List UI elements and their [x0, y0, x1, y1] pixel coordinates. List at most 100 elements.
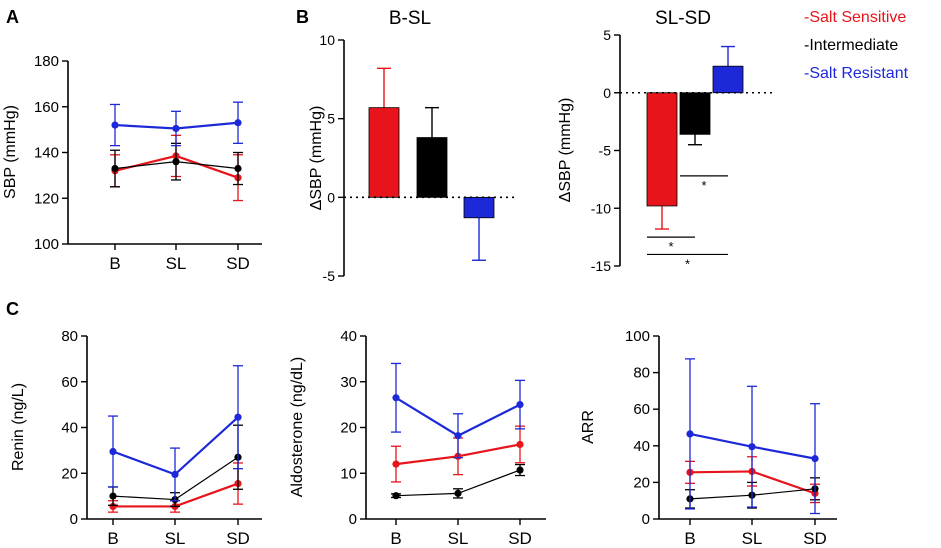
y-tick-label: 0	[603, 85, 611, 101]
data-point	[454, 489, 462, 497]
bar-salt-resistant	[712, 65, 744, 94]
x-tick-label: SL	[742, 529, 763, 548]
y-tick-label: 10	[340, 465, 357, 482]
bar-salt-resistant	[463, 196, 495, 219]
panel-label-b: B	[296, 7, 309, 27]
x-tick-label: SL	[166, 254, 187, 273]
x-tick-label: B	[109, 254, 120, 273]
data-point	[811, 455, 819, 463]
x-tick-label: SD	[226, 529, 250, 548]
y-tick-label: 10	[319, 32, 335, 48]
legend-salt-resistant: -Salt Resistant	[804, 65, 909, 82]
chart-delta-sbp-sl-sd: SL-SD -15 -10 -5 0 5 ΔSBP (mmHg) * * *	[557, 8, 775, 274]
legend-intermediate: -Intermediate	[804, 37, 898, 54]
data-point	[516, 466, 524, 474]
y-tick-label: 80	[61, 328, 78, 345]
data-point	[392, 460, 400, 468]
x-tick-label: SD	[803, 529, 827, 548]
y-tick-label: 100	[34, 236, 59, 253]
bar-intermediate	[416, 137, 448, 198]
data-point	[111, 121, 119, 129]
y-tick-label: 20	[340, 420, 357, 437]
x-tick-label: SD	[508, 529, 532, 548]
bar-intermediate	[679, 92, 711, 135]
y-tick-label: 20	[61, 465, 78, 482]
significance-marker: *	[668, 239, 673, 254]
y-tick-label: -5	[599, 143, 612, 159]
series-intermediate	[391, 463, 525, 500]
data-point	[516, 440, 524, 449]
y-axis-label: ARR	[580, 410, 597, 444]
y-tick-label: 80	[633, 365, 650, 382]
y-tick-label: 30	[340, 374, 357, 391]
chart-title: SL-SD	[655, 8, 711, 29]
data-point	[111, 164, 119, 173]
data-point	[109, 447, 117, 456]
y-tick-label: 5	[327, 111, 335, 127]
y-tick-label: -15	[591, 258, 611, 274]
x-tick-label: SL	[448, 529, 469, 548]
chart-title: B-SL	[389, 8, 431, 29]
bar-salt-sensitive	[368, 107, 400, 198]
data-point	[392, 492, 400, 500]
legend: -Salt Sensitive -Intermediate -Salt Resi…	[804, 9, 909, 82]
data-point	[748, 443, 756, 451]
chart-arr: 0 20 40 60 80 100 B SL SD ARR	[580, 328, 837, 548]
significance-marker: *	[701, 178, 706, 193]
y-tick-label: 20	[633, 474, 650, 491]
y-tick-label: 140	[34, 145, 59, 162]
y-tick-label: 40	[340, 328, 357, 345]
data-point	[109, 492, 117, 500]
y-tick-label: 100	[625, 328, 650, 345]
chart-aldosterone: 0 10 20 30 40 B SL SD Aldosterone (ng/dL)	[289, 328, 546, 548]
y-tick-label: 0	[642, 511, 650, 528]
y-tick-label: -5	[323, 268, 336, 284]
data-point	[686, 430, 694, 438]
data-point	[172, 124, 180, 133]
series-salt-resistant	[391, 362, 525, 459]
y-axis-label: SBP (mmHg)	[2, 105, 19, 199]
y-tick-label: 0	[70, 511, 78, 528]
chart-sbp: 100 120 140 160 180 B SL SD SBP (mmHg)	[2, 53, 262, 273]
series-intermediate	[110, 142, 243, 188]
data-point	[234, 413, 242, 421]
y-tick-label: 60	[61, 374, 78, 391]
x-tick-label: B	[684, 529, 695, 548]
y-tick-label: 40	[61, 420, 78, 437]
data-point	[234, 119, 242, 127]
panel-label-c: C	[6, 299, 19, 319]
data-point	[392, 394, 400, 402]
y-axis-label: Renin (ng/L)	[10, 383, 27, 471]
y-axis-label: ΔSBP (mmHg)	[557, 98, 574, 203]
y-tick-label: 0	[327, 189, 335, 205]
x-tick-label: B	[390, 529, 401, 548]
series-salt-resistant	[108, 365, 243, 502]
y-axis-label: Aldosterone (ng/dL)	[289, 357, 306, 498]
y-tick-label: 160	[34, 99, 59, 116]
x-tick-label: SD	[226, 254, 250, 273]
panel-label-a: A	[6, 7, 19, 27]
chart-delta-sbp-b-sl: B-SL -5 0 5 10 ΔSBP (mmHg)	[308, 8, 515, 284]
y-tick-label: 0	[349, 511, 357, 528]
y-tick-label: 60	[633, 401, 650, 418]
y-tick-label: 5	[603, 27, 611, 43]
data-point	[171, 470, 179, 478]
x-tick-label: B	[107, 529, 118, 548]
x-tick-label: SL	[165, 529, 186, 548]
data-point	[516, 401, 524, 409]
data-point	[454, 432, 462, 440]
legend-salt-sensitive: -Salt Sensitive	[804, 9, 906, 26]
chart-renin: 0 20 40 60 80 B SL SD Renin (ng/L)	[10, 328, 262, 548]
y-tick-label: 180	[34, 53, 59, 70]
data-point	[109, 502, 117, 511]
y-tick-label: 40	[633, 438, 650, 455]
series-salt-resistant	[685, 358, 820, 515]
series-salt-resistant	[110, 101, 243, 147]
y-tick-label: 120	[34, 190, 59, 207]
data-point	[234, 164, 242, 173]
y-tick-label: -10	[591, 200, 611, 216]
bar-salt-sensitive	[646, 92, 678, 207]
y-axis-label: ΔSBP (mmHg)	[308, 106, 325, 211]
data-point	[172, 158, 180, 166]
